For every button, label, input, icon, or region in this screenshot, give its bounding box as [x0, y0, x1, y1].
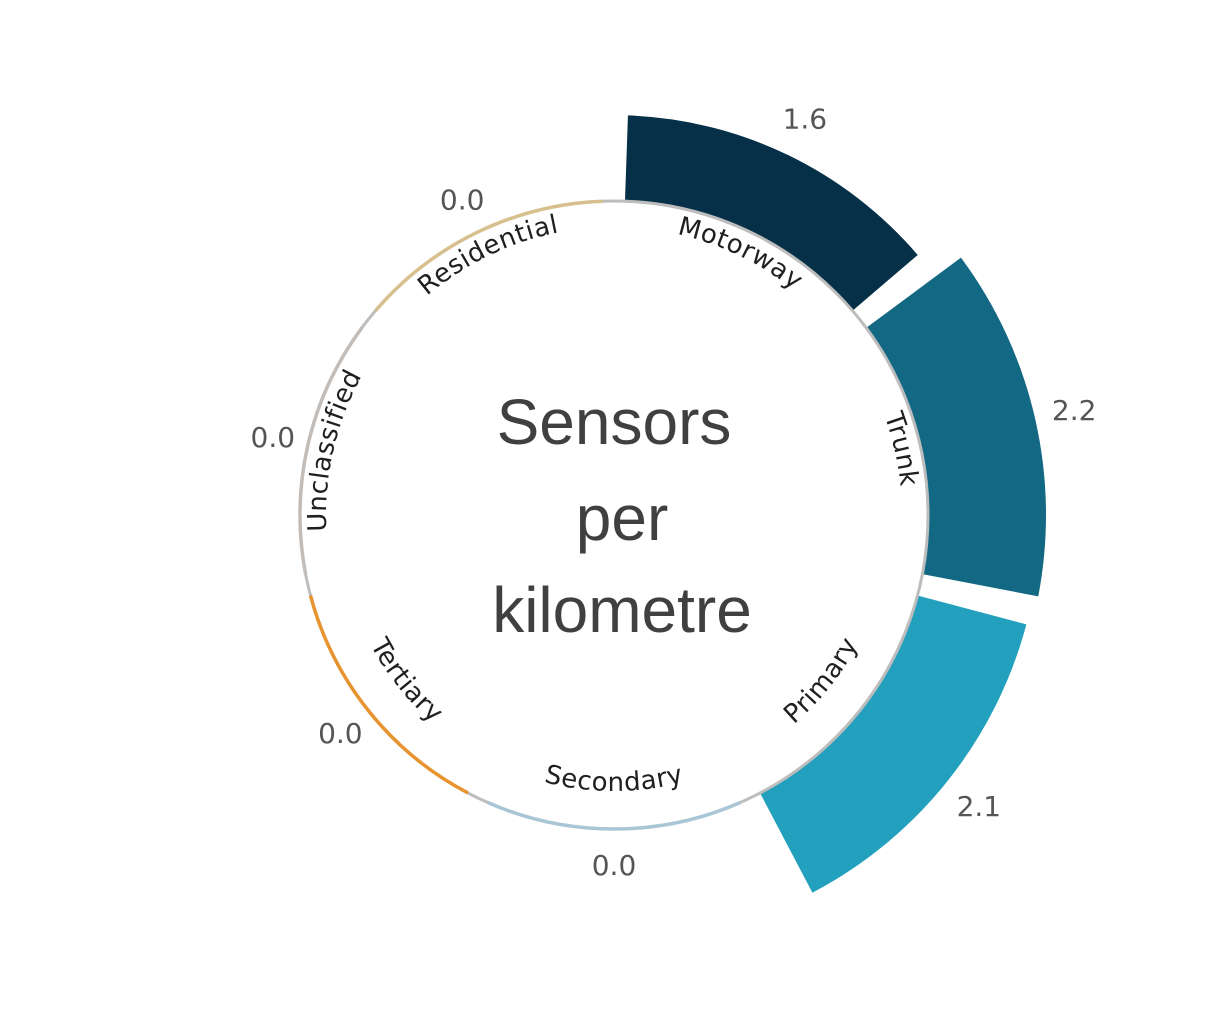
- value-label-tertiary: 0.0: [318, 717, 363, 750]
- value-label-primary: 2.1: [957, 790, 1002, 823]
- base-arc-unclassified: [298, 326, 364, 575]
- bar-primary: [760, 595, 1027, 893]
- base-arc-residential: [374, 199, 604, 312]
- bar-motorway: [624, 115, 918, 311]
- base-arc-secondary: [487, 800, 741, 831]
- value-labels: 1.6 2.2 2.1 0.0 0.0 0.0 0.0: [251, 103, 1097, 882]
- center-title-line-3: kilometre: [492, 574, 752, 646]
- value-label-residential: 0.0: [440, 184, 485, 217]
- value-label-trunk: 2.2: [1052, 394, 1097, 427]
- bars-layer: [624, 115, 1046, 893]
- base-arcs: [298, 199, 741, 831]
- base-arc-tertiary: [308, 595, 469, 795]
- value-label-unclassified: 0.0: [251, 421, 296, 454]
- bar-trunk: [866, 257, 1046, 597]
- center-title: Sensors per kilometre: [492, 386, 752, 646]
- center-title-line-2: per: [576, 482, 669, 554]
- value-label-secondary: 0.0: [592, 849, 637, 882]
- center-title-line-1: Sensors: [497, 386, 732, 458]
- value-label-motorway: 1.6: [783, 103, 828, 136]
